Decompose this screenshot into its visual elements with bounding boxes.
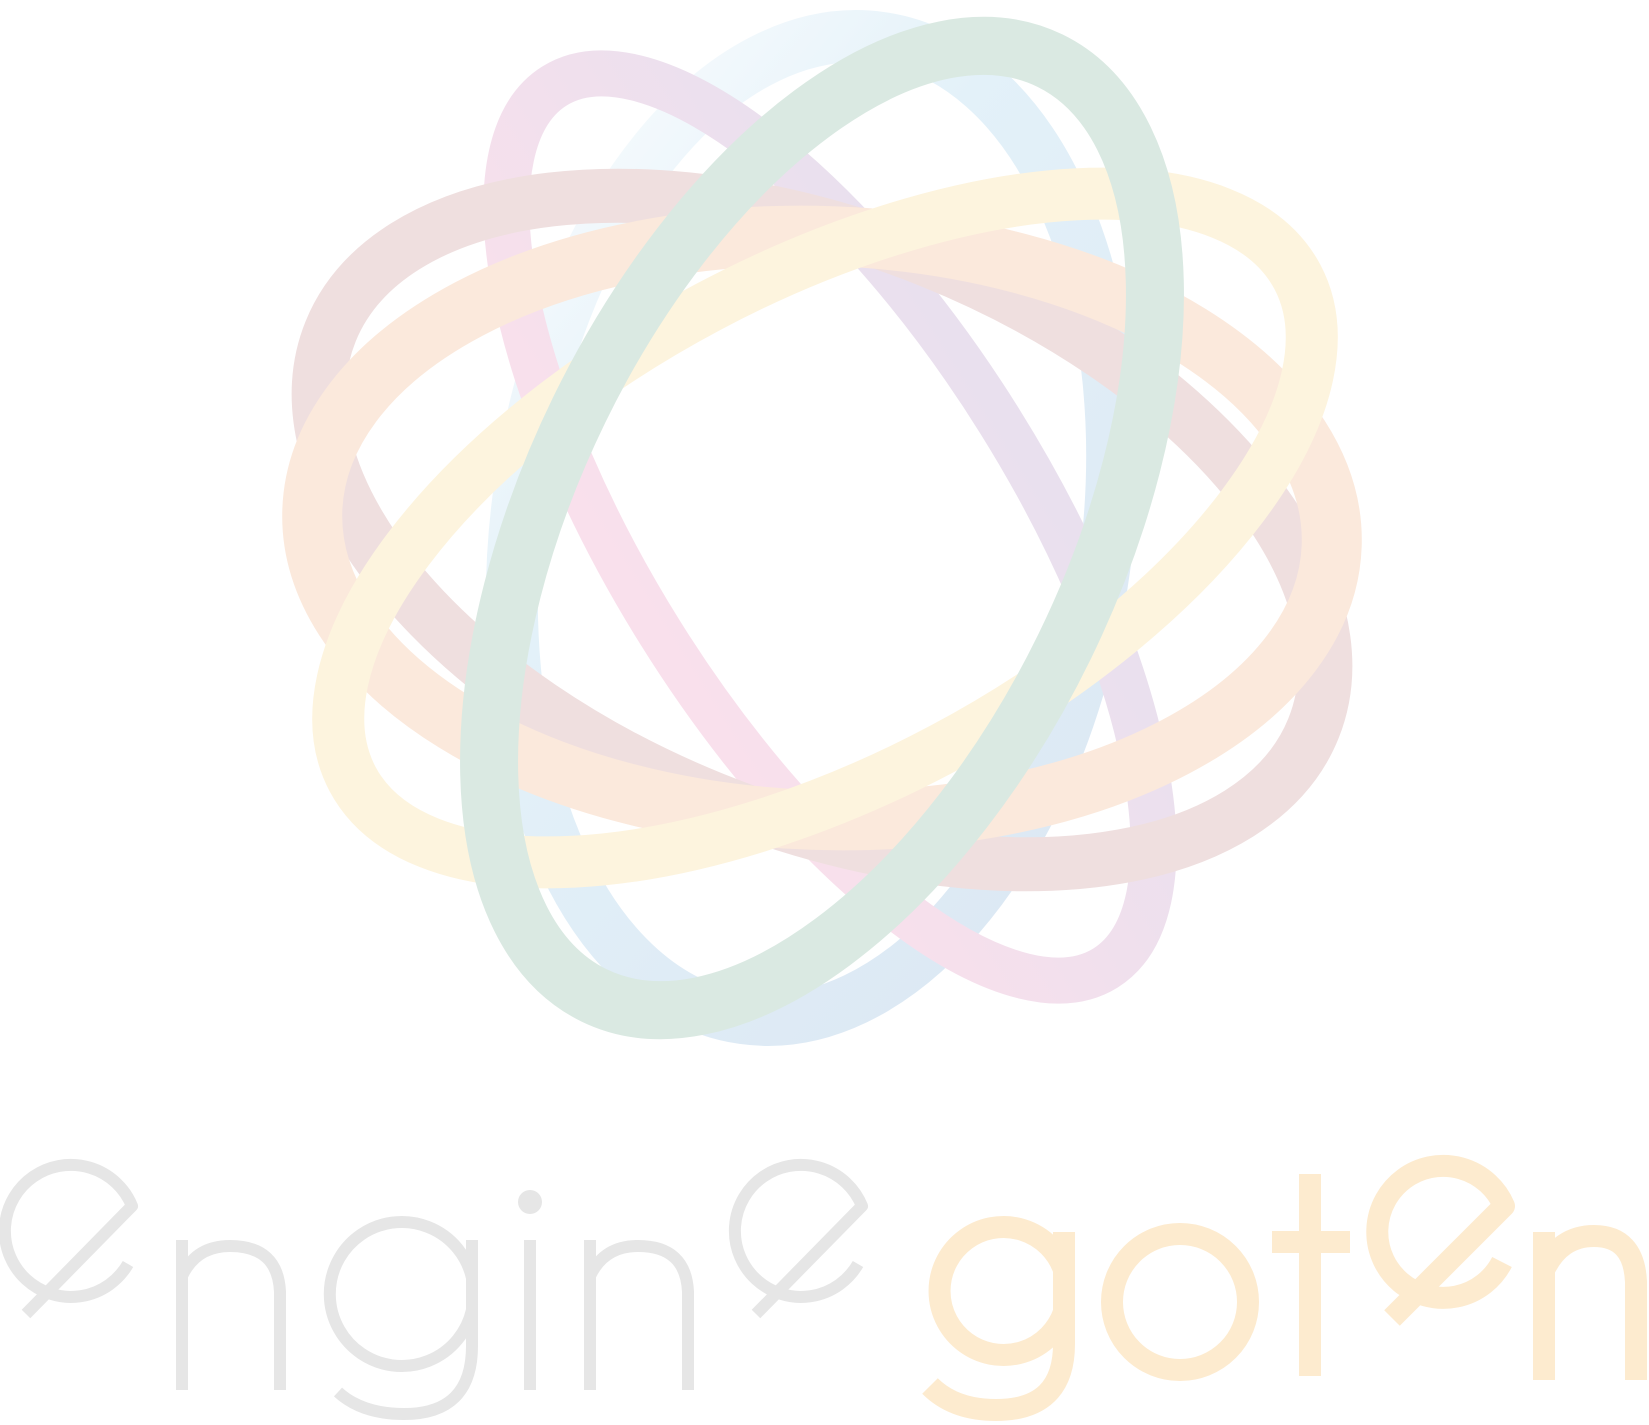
wordmark-goten (922, 1154, 1647, 1421)
wordmark-goten-text: goten (0, 0, 3, 1)
ring-yellow (312, 167, 1338, 889)
wordmark-engine (0, 1158, 868, 1420)
ring-pink (483, 50, 1177, 1004)
ring-green (460, 16, 1184, 1040)
